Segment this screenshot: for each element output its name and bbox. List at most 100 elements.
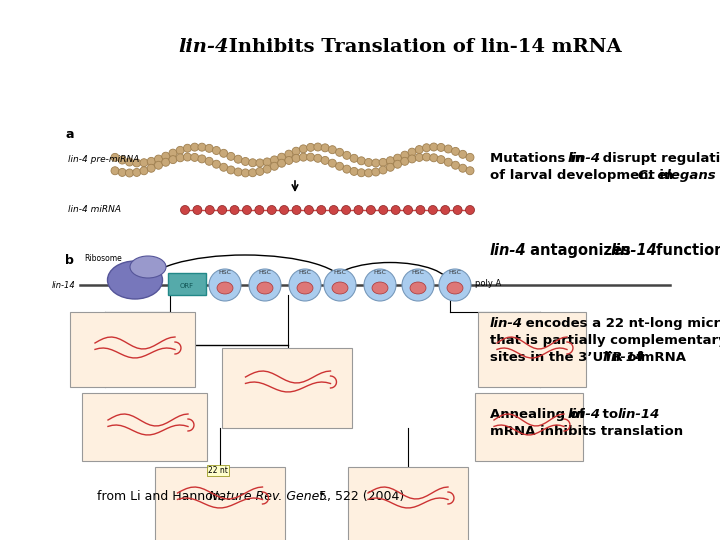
- Circle shape: [466, 153, 474, 161]
- Ellipse shape: [447, 282, 463, 294]
- Ellipse shape: [130, 256, 166, 278]
- Text: poly A: poly A: [475, 280, 501, 288]
- Circle shape: [212, 160, 220, 168]
- Ellipse shape: [439, 269, 471, 301]
- FancyBboxPatch shape: [70, 312, 195, 387]
- Circle shape: [217, 206, 227, 214]
- Circle shape: [379, 166, 387, 174]
- FancyBboxPatch shape: [82, 393, 207, 461]
- Circle shape: [444, 145, 452, 153]
- Circle shape: [372, 159, 380, 167]
- Ellipse shape: [257, 282, 273, 294]
- Circle shape: [416, 206, 425, 214]
- Circle shape: [317, 206, 326, 214]
- Text: a: a: [65, 128, 73, 141]
- Circle shape: [408, 155, 416, 163]
- Circle shape: [205, 157, 213, 165]
- Circle shape: [162, 152, 170, 160]
- Text: Inhibits Translation of lin-14 mRNA: Inhibits Translation of lin-14 mRNA: [222, 38, 621, 56]
- Circle shape: [336, 162, 343, 170]
- Circle shape: [428, 206, 437, 214]
- Text: ORF: ORF: [180, 283, 194, 289]
- Circle shape: [441, 206, 450, 214]
- Circle shape: [205, 206, 215, 214]
- Circle shape: [403, 206, 413, 214]
- Circle shape: [256, 159, 264, 167]
- Text: HSC: HSC: [449, 269, 462, 274]
- Text: Mutations in: Mutations in: [490, 152, 589, 165]
- FancyBboxPatch shape: [222, 348, 352, 428]
- Circle shape: [205, 144, 213, 152]
- Circle shape: [423, 144, 431, 152]
- Circle shape: [307, 144, 315, 151]
- FancyBboxPatch shape: [155, 467, 285, 540]
- Circle shape: [176, 154, 184, 162]
- Circle shape: [263, 158, 271, 166]
- Ellipse shape: [402, 269, 434, 301]
- Circle shape: [279, 206, 289, 214]
- Circle shape: [169, 156, 177, 164]
- Circle shape: [155, 161, 163, 169]
- Circle shape: [387, 157, 395, 165]
- Text: lin-14: lin-14: [603, 351, 645, 364]
- Circle shape: [248, 168, 256, 177]
- Circle shape: [328, 146, 336, 154]
- Circle shape: [372, 168, 380, 176]
- Circle shape: [401, 157, 409, 165]
- Text: sites in the 3’UTR of: sites in the 3’UTR of: [490, 351, 647, 364]
- Ellipse shape: [249, 269, 281, 301]
- Ellipse shape: [297, 282, 313, 294]
- Text: lin-4: lin-4: [490, 243, 526, 258]
- Circle shape: [459, 150, 467, 158]
- Circle shape: [343, 165, 351, 173]
- Circle shape: [415, 146, 423, 153]
- Circle shape: [394, 154, 402, 162]
- Circle shape: [354, 206, 363, 214]
- Text: mRNA: mRNA: [636, 351, 686, 364]
- Circle shape: [255, 206, 264, 214]
- Circle shape: [394, 160, 402, 168]
- Circle shape: [285, 157, 293, 165]
- Circle shape: [132, 159, 140, 167]
- Text: to: to: [598, 408, 623, 421]
- Circle shape: [437, 156, 445, 164]
- Circle shape: [140, 167, 148, 175]
- FancyBboxPatch shape: [478, 312, 586, 387]
- Text: mRNA inhibits translation: mRNA inhibits translation: [490, 425, 683, 438]
- Text: lin-14: lin-14: [611, 243, 658, 258]
- Text: Nature Rev. Genet.: Nature Rev. Genet.: [209, 490, 328, 503]
- Ellipse shape: [209, 269, 241, 301]
- Circle shape: [241, 158, 249, 165]
- Circle shape: [459, 164, 467, 172]
- Text: HSC: HSC: [258, 269, 271, 274]
- Circle shape: [111, 153, 119, 161]
- Text: C. elegans: C. elegans: [638, 169, 716, 182]
- Ellipse shape: [410, 282, 426, 294]
- Text: lin-4 miRNA: lin-4 miRNA: [68, 206, 121, 214]
- Text: of larval development in: of larval development in: [490, 169, 678, 182]
- Text: 22 nt: 22 nt: [208, 466, 228, 475]
- Text: Annealing of: Annealing of: [490, 408, 590, 421]
- Circle shape: [366, 206, 375, 214]
- Circle shape: [321, 144, 329, 152]
- Circle shape: [162, 158, 170, 166]
- Circle shape: [292, 154, 300, 163]
- Circle shape: [292, 147, 300, 155]
- Text: lin-14: lin-14: [618, 408, 660, 421]
- Circle shape: [466, 206, 474, 214]
- Circle shape: [364, 158, 372, 166]
- Text: 5, 522 (2004): 5, 522 (2004): [315, 490, 404, 503]
- Circle shape: [329, 206, 338, 214]
- Text: HSC: HSC: [333, 269, 346, 274]
- Circle shape: [444, 158, 452, 166]
- Ellipse shape: [217, 282, 233, 294]
- Ellipse shape: [324, 269, 356, 301]
- Circle shape: [230, 206, 239, 214]
- Text: function: function: [651, 243, 720, 258]
- Circle shape: [256, 167, 264, 176]
- Circle shape: [321, 157, 329, 164]
- Text: lin-4: lin-4: [568, 152, 601, 165]
- Circle shape: [125, 158, 133, 166]
- Circle shape: [453, 206, 462, 214]
- Circle shape: [314, 154, 322, 163]
